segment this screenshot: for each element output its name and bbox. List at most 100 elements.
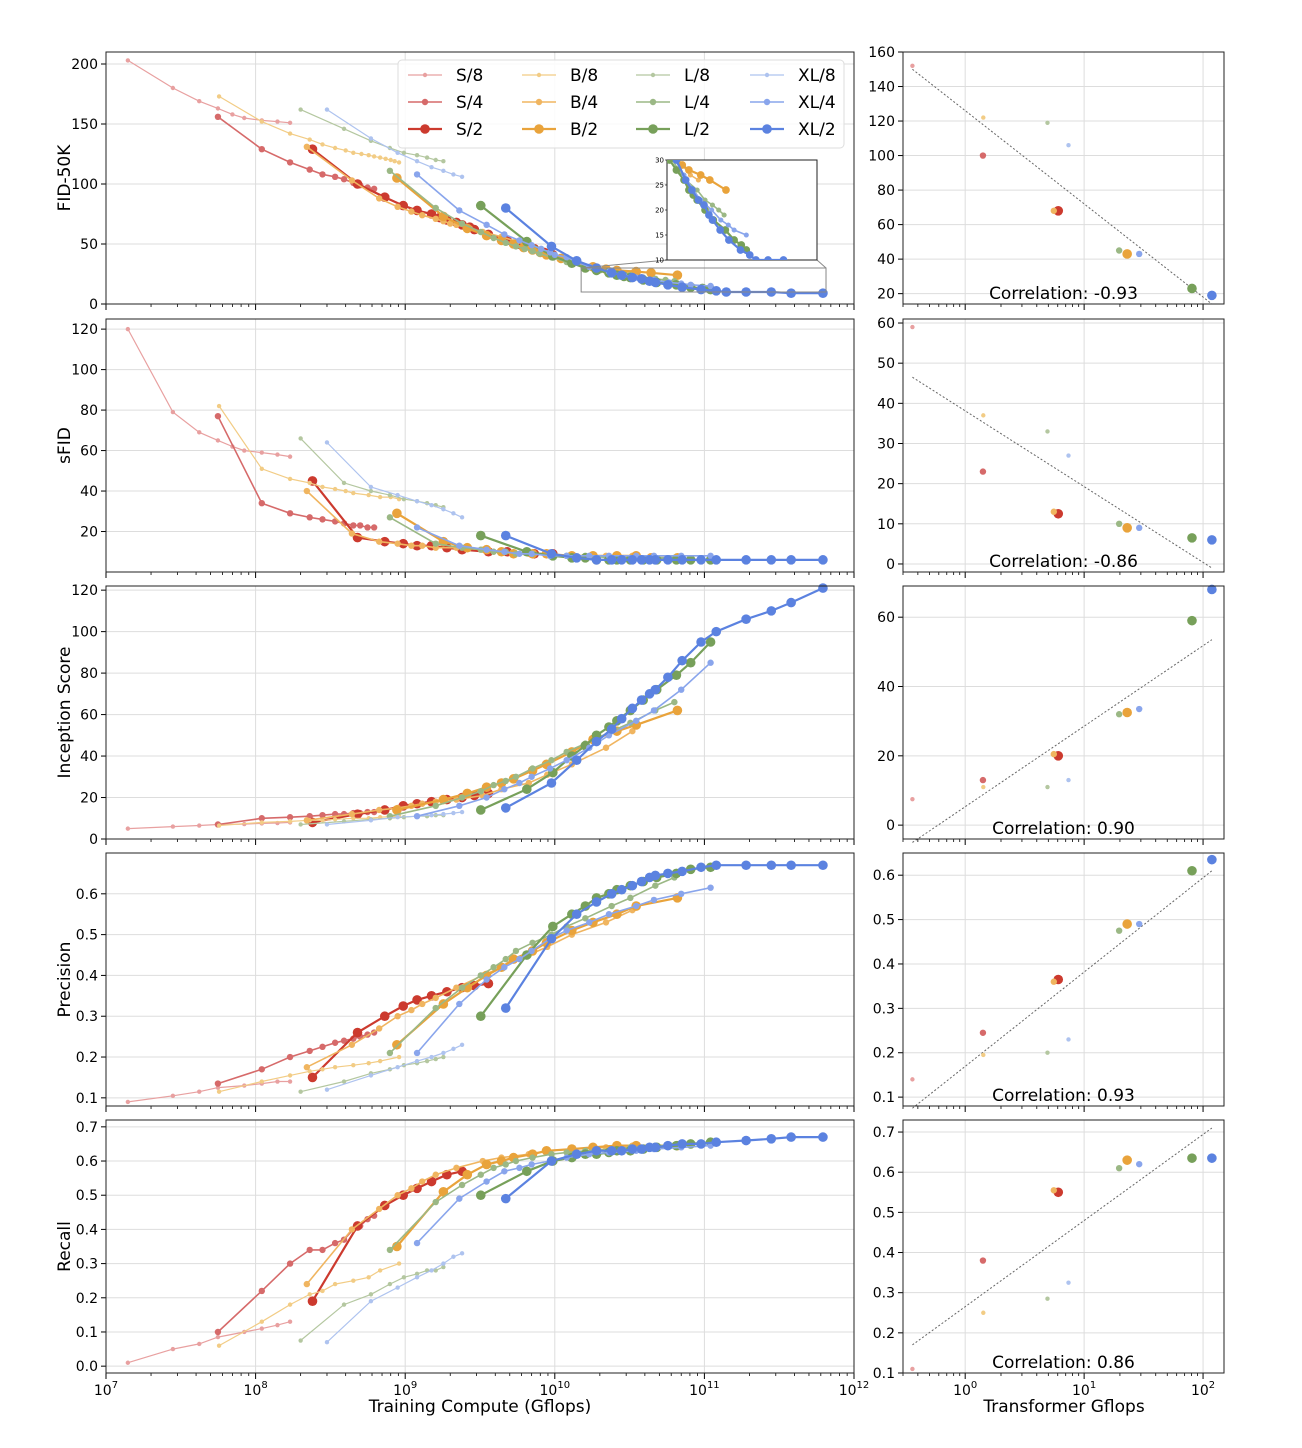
y-tick-label: 0.3	[76, 1257, 98, 1273]
y-tick-label: 0.3	[873, 1001, 895, 1017]
is-y-axis-label: Inception Score	[55, 647, 75, 779]
scatter-point-B-4	[1050, 978, 1058, 985]
data-point-XL-2	[571, 909, 582, 920]
data-point-XL-2	[650, 870, 661, 881]
legend-label: S/4	[456, 93, 483, 113]
data-point-S-4	[214, 113, 222, 121]
series-line-L-8	[300, 437, 444, 508]
inset-point-B-2	[670, 151, 678, 159]
data-point-S-4	[258, 1287, 265, 1295]
series-line-B-8	[218, 405, 400, 500]
data-point-XL-4	[413, 1049, 421, 1057]
data-point-XL-4	[456, 1000, 463, 1008]
data-point-B-8	[320, 818, 325, 823]
data-point-XL-8	[395, 150, 400, 155]
y-tick-label: 40	[877, 680, 895, 696]
data-point-XL-4	[687, 281, 694, 288]
scatter-point-L-2	[1187, 865, 1197, 876]
y-tick-label: 20	[877, 749, 895, 765]
precision-y-axis-label: Precision	[55, 942, 75, 1018]
data-point-S-2	[307, 144, 318, 154]
data-point-L-4	[529, 248, 536, 255]
data-point-B-4	[419, 1178, 426, 1185]
data-point-XL-8	[395, 1065, 400, 1070]
scatter-point-XL-2	[1207, 1153, 1217, 1163]
data-point-XL-4	[456, 207, 463, 214]
data-point-S-8	[125, 58, 131, 63]
data-point-L-4	[502, 1161, 509, 1168]
data-point-XL-2	[627, 555, 638, 565]
data-point-B-8	[259, 820, 264, 825]
y-tick-label: 20	[80, 525, 98, 541]
y-tick-label: 0	[89, 297, 98, 313]
scatter-point-B-2	[1122, 1155, 1132, 1165]
data-point-B-8	[287, 819, 293, 824]
data-point-XL-2	[616, 713, 627, 724]
data-point-B-8	[359, 151, 364, 157]
data-point-L-4	[529, 1154, 536, 1161]
is-scatter-frame	[902, 585, 1225, 840]
data-point-S-4	[286, 814, 294, 821]
recall-scatter-chart: 0.1 0.2 0.3 0.4 0.5 0.6 0.7 Correlation: 0.86 10…	[873, 1119, 1225, 1399]
data-point-B-8	[366, 1275, 371, 1280]
data-point-XL-8	[459, 1251, 465, 1256]
data-point-XL-2	[606, 1145, 617, 1156]
data-point-XL-2	[591, 897, 602, 907]
data-point-XL-8	[429, 1268, 434, 1273]
data-point-B-4	[348, 177, 356, 184]
data-point-L-4	[490, 964, 497, 971]
data-point-XL-8	[459, 515, 465, 520]
inset-y-tick-label: 10	[655, 257, 664, 265]
inset-point-L-4	[667, 152, 672, 157]
x-tick-label: 107	[94, 1380, 118, 1399]
data-point-B-4	[419, 1000, 426, 1008]
recall-scatter-frame	[902, 1119, 1225, 1374]
data-point-B-4	[394, 203, 401, 210]
data-point-XL-4	[632, 902, 640, 910]
y-tick-label: 30	[877, 436, 895, 452]
inset-y-tick-label: 15	[655, 232, 664, 240]
data-point-B-8	[216, 1343, 222, 1348]
y-tick-label: 0.1	[873, 1090, 895, 1106]
data-point-L-8	[424, 155, 430, 160]
data-point-XL-8	[324, 107, 330, 112]
data-point-S-4	[331, 1039, 339, 1046]
data-point-L-8	[441, 159, 446, 164]
inset-point-XL-2	[745, 251, 754, 259]
data-point-B-4	[432, 1171, 439, 1178]
data-point-XL-2	[636, 555, 647, 565]
data-point-S-2	[307, 1296, 318, 1307]
recall-plot-frame	[105, 1119, 855, 1374]
data-point-S-4	[331, 173, 339, 180]
scatter-point-S-4	[979, 1257, 987, 1264]
data-point-XL-4	[516, 550, 523, 557]
scatter-point-L-2	[1187, 533, 1197, 543]
data-point-XL-8	[441, 1261, 446, 1266]
data-point-L-4	[458, 794, 466, 801]
sfid-scatter-chart: 0 10 20 30 40 50 60 Correlation: -0.86	[877, 316, 1225, 578]
y-tick-label: 100	[71, 177, 98, 193]
x-axis-label: Training Compute (Gflops)	[368, 1397, 592, 1417]
inset-y-tick-label: 30	[655, 157, 664, 165]
data-point-S-8	[259, 450, 264, 455]
data-point-S-8	[215, 1334, 221, 1340]
y-tick-label: 10	[877, 517, 895, 533]
scatter-point-XL-2	[1207, 535, 1217, 545]
data-point-XL-4	[501, 231, 508, 238]
data-point-XL-2	[650, 555, 661, 565]
data-point-B-8	[366, 153, 371, 158]
data-point-L-4	[652, 882, 659, 889]
data-point-S-8	[125, 326, 131, 332]
data-point-B-4	[432, 994, 439, 1002]
scatter-point-S-4	[979, 152, 987, 159]
data-point-XL-2	[650, 277, 661, 288]
data-point-B-2	[672, 270, 683, 281]
data-point-S-2	[379, 1011, 390, 1022]
inset-point-XL-2	[716, 226, 724, 234]
panel-is: 0 20 40 60 80 100 120 Inception Score 0 20 40 60 Cor…	[55, 583, 1225, 848]
data-point-XL-4	[501, 1168, 508, 1175]
data-point-L-8	[368, 1292, 374, 1297]
data-point-L-4	[477, 1171, 484, 1178]
data-point-XL-2	[616, 270, 627, 281]
data-point-XL-2	[616, 555, 627, 565]
